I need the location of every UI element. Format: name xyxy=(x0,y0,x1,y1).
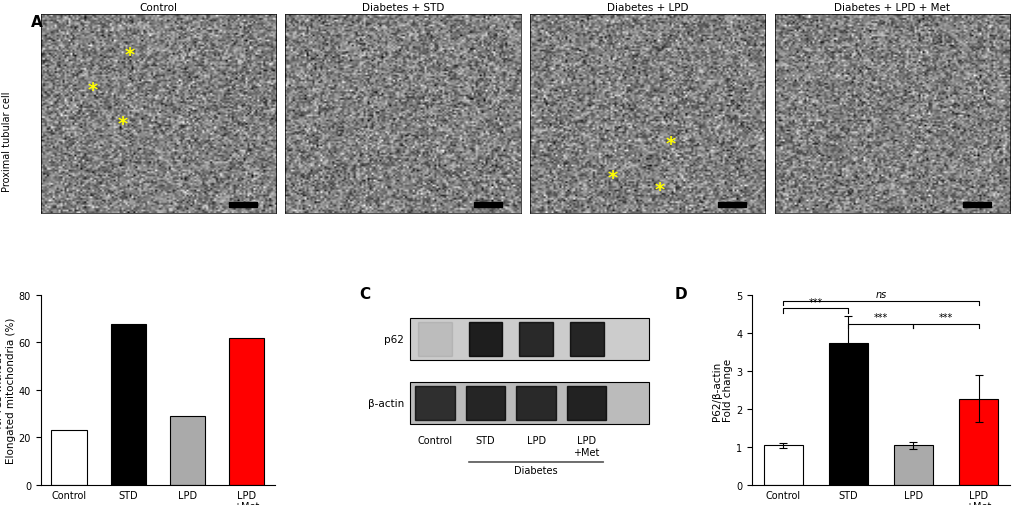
Bar xyxy=(418,322,451,356)
Text: C: C xyxy=(359,286,370,301)
Text: Proximal tubular cell: Proximal tubular cell xyxy=(2,91,12,191)
Text: LPD: LPD xyxy=(526,436,545,445)
Bar xyxy=(516,386,555,421)
Bar xyxy=(958,399,998,485)
Bar xyxy=(468,322,501,356)
Text: STD: STD xyxy=(475,436,495,445)
Bar xyxy=(962,203,990,208)
Text: β-actin: β-actin xyxy=(367,398,404,409)
Bar xyxy=(893,445,932,485)
Bar xyxy=(410,383,648,424)
Bar xyxy=(415,386,454,421)
Text: p62: p62 xyxy=(384,334,404,344)
Title: Control: Control xyxy=(140,3,177,13)
Bar xyxy=(828,343,867,485)
Bar xyxy=(466,386,504,421)
Bar xyxy=(169,416,205,485)
Text: ns: ns xyxy=(874,290,886,299)
Bar xyxy=(567,386,605,421)
Y-axis label: P62/β-actin
Fold change: P62/β-actin Fold change xyxy=(711,359,733,422)
Text: Control: Control xyxy=(417,436,452,445)
Text: D: D xyxy=(675,286,687,301)
Bar xyxy=(410,318,648,360)
Text: *: * xyxy=(606,169,616,188)
Text: ***: *** xyxy=(873,313,888,322)
Bar xyxy=(717,203,746,208)
Bar xyxy=(763,445,802,485)
Text: *: * xyxy=(88,81,98,100)
Bar xyxy=(519,322,552,356)
Title: Diabetes + LPD + Met: Diabetes + LPD + Met xyxy=(834,3,950,13)
Text: A: A xyxy=(31,15,43,30)
Y-axis label: %PTCs without
Elongated mitochondria (%): %PTCs without Elongated mitochondria (%) xyxy=(0,317,16,463)
Title: Diabetes + LPD: Diabetes + LPD xyxy=(606,3,688,13)
Bar xyxy=(473,203,501,208)
Bar xyxy=(228,203,257,208)
Text: ***: *** xyxy=(937,313,952,322)
Text: *: * xyxy=(665,135,676,154)
Bar xyxy=(51,430,87,485)
Bar xyxy=(228,338,264,485)
Title: Diabetes + STD: Diabetes + STD xyxy=(362,3,443,13)
Text: *: * xyxy=(653,181,663,199)
Text: *: * xyxy=(125,45,136,65)
Bar xyxy=(110,324,146,485)
Text: *: * xyxy=(118,115,128,134)
Text: LPD
+Met: LPD +Met xyxy=(573,436,599,457)
Bar xyxy=(570,322,603,356)
Text: Diabetes: Diabetes xyxy=(514,466,557,475)
Text: ***: *** xyxy=(808,297,822,307)
